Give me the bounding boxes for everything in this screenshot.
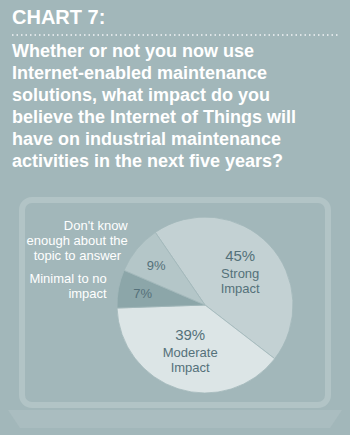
category-label: StrongImpact bbox=[221, 266, 260, 296]
category-label: ModerateImpact bbox=[163, 345, 218, 375]
category-label-line: enough about the bbox=[27, 233, 128, 248]
data-label: 45% bbox=[225, 247, 255, 264]
category-label-line: impact bbox=[68, 286, 107, 301]
data-label: 39% bbox=[175, 326, 205, 343]
subtitle-line: solutions, what impact do you bbox=[12, 85, 270, 105]
subtitle-line: Whether or not you now use bbox=[12, 41, 254, 61]
laptop-screen bbox=[22, 200, 328, 405]
subtitle-line: activities in the next five years? bbox=[12, 151, 283, 171]
data-label: 9% bbox=[147, 258, 166, 273]
category-label-line: topic to answer bbox=[34, 248, 122, 263]
labels: 45%StrongImpact39%ModerateImpact7%Minima… bbox=[27, 218, 261, 375]
category-label-line: Impact bbox=[171, 360, 210, 375]
slice bbox=[124, 232, 205, 305]
category-label-line: Impact bbox=[221, 281, 260, 296]
subtitle-line: believe the Internet of Things will bbox=[12, 107, 296, 127]
category-label: Don't knowenough about thetopic to answe… bbox=[27, 218, 129, 263]
category-label-line: Moderate bbox=[163, 345, 218, 360]
pie bbox=[117, 217, 293, 393]
slice bbox=[117, 305, 275, 393]
category-label: Minimal to noimpact bbox=[29, 271, 107, 301]
category-label-line: Don't know bbox=[64, 218, 129, 233]
title-rule bbox=[12, 34, 338, 36]
chart: CHART 7: Whether or not you now useIntern… bbox=[0, 0, 350, 435]
title: CHART 7: bbox=[12, 6, 105, 28]
category-label-line: Minimal to no bbox=[29, 271, 106, 286]
subtitle-line: Internet-enabled maintenance bbox=[12, 63, 267, 83]
laptop-base bbox=[8, 410, 342, 428]
data-label: 7% bbox=[133, 286, 152, 301]
category-label-line: Strong bbox=[221, 266, 259, 281]
subtitle-line: have on industrial maintenance bbox=[12, 129, 281, 149]
laptop-decoration bbox=[8, 200, 342, 428]
subtitle: Whether or not you now useInternet-enabl… bbox=[12, 41, 296, 171]
